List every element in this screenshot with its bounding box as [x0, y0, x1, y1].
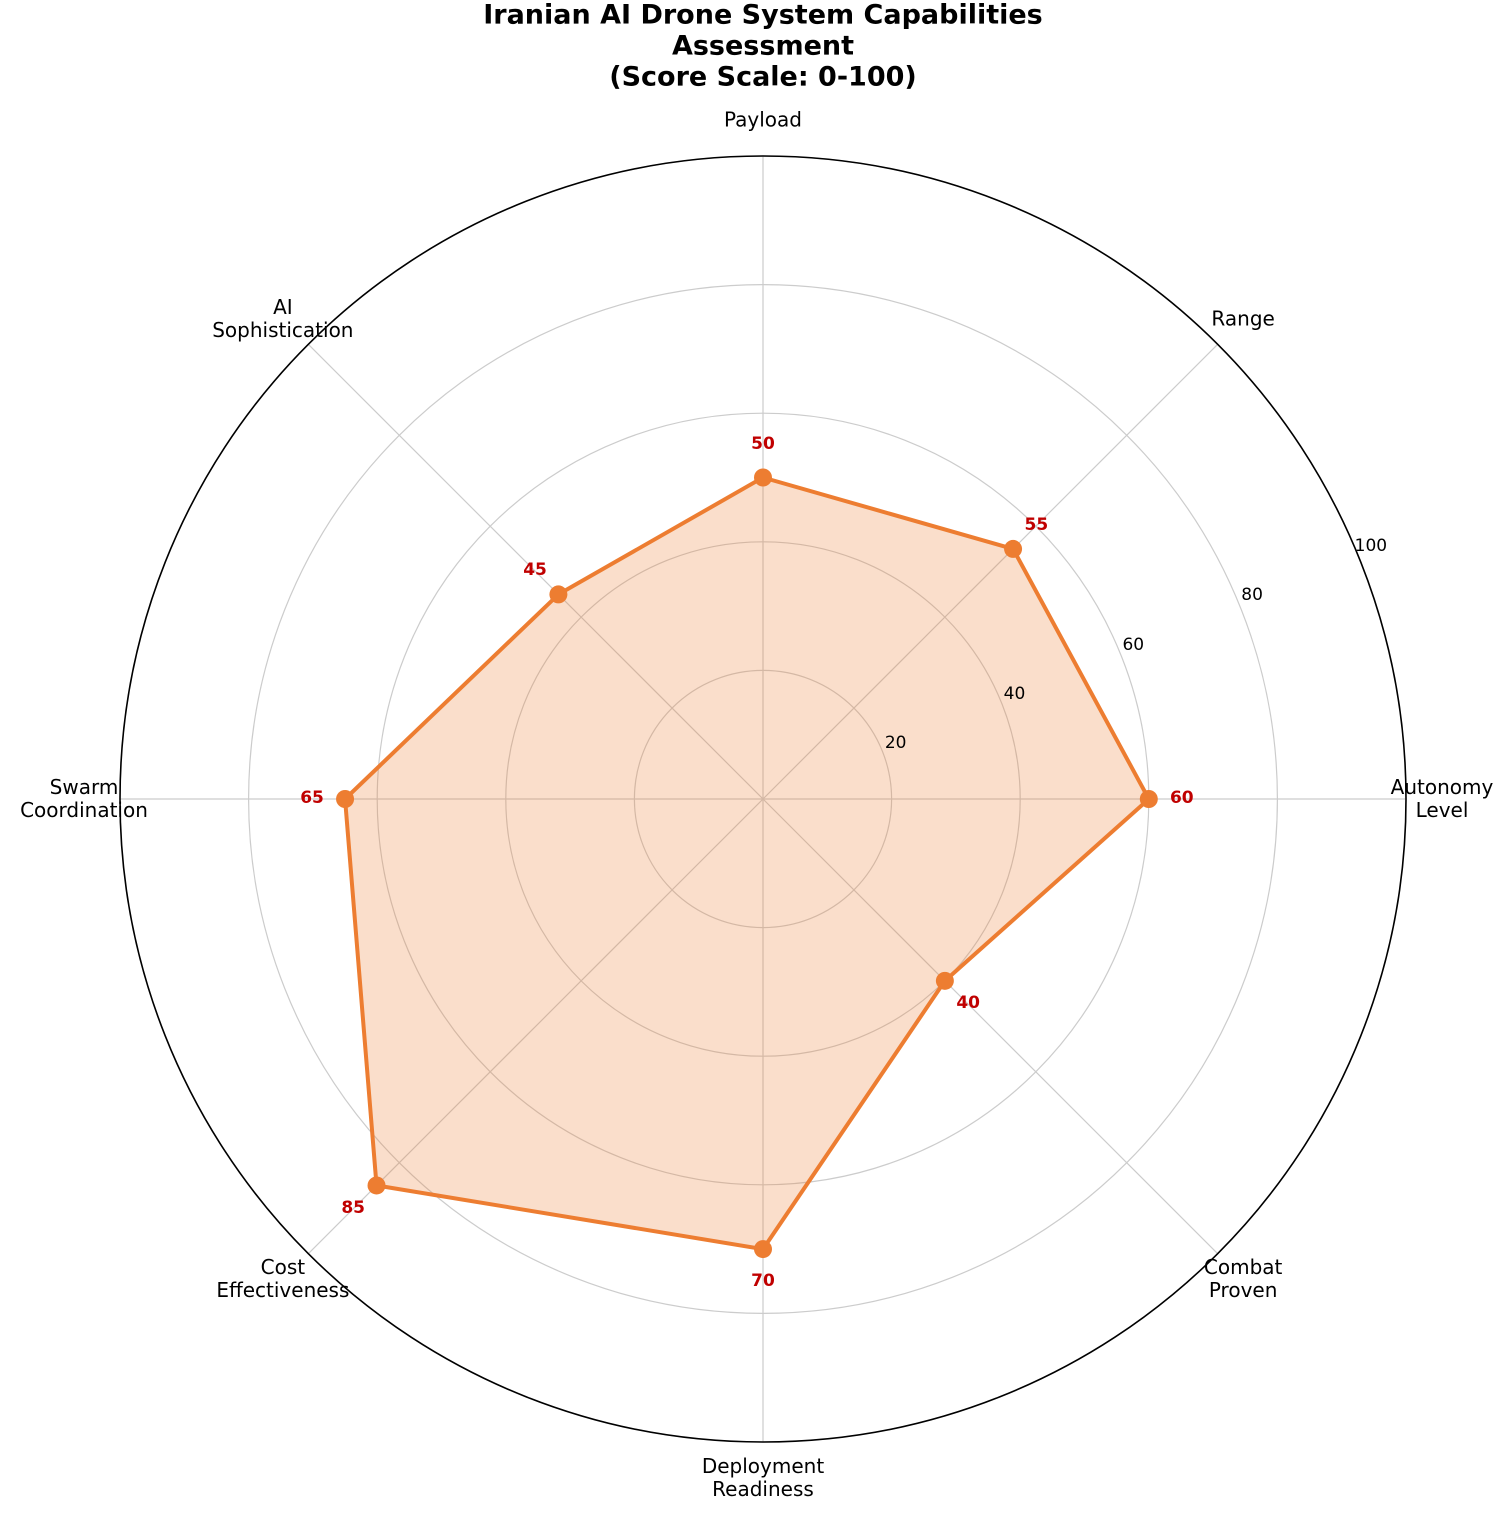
- marker: [935, 971, 954, 990]
- marker: [367, 1176, 386, 1195]
- r-tick-label: 80: [1241, 585, 1263, 606]
- chart-title: Iranian AI Drone System Capabilities Ass…: [483, 0, 1043, 93]
- value-label: 65: [300, 788, 324, 809]
- category-label: Range: [1211, 306, 1275, 331]
- value-label: 55: [1024, 514, 1049, 535]
- category-label: Cost Effectiveness: [216, 1255, 350, 1303]
- category-label: AI Sophistication: [212, 294, 354, 342]
- value-label: 40: [956, 993, 981, 1014]
- marker: [754, 1240, 772, 1259]
- r-tick-label: 60: [1122, 634, 1145, 655]
- marker: [336, 790, 355, 808]
- value-label: 85: [341, 1198, 366, 1219]
- marker: [754, 468, 772, 487]
- spoke: [762, 798, 1219, 1255]
- spoke: [762, 343, 1219, 800]
- area: [345, 477, 1149, 1250]
- r-tick-label: 40: [1003, 684, 1026, 705]
- marker: [1139, 790, 1158, 808]
- category-label: Combat Proven: [1203, 1255, 1283, 1303]
- marker: [1004, 539, 1023, 558]
- category-label: Autonomy Level: [1390, 775, 1494, 822]
- outer-frame: [119, 155, 1407, 1443]
- category-label: Swarm Coordination: [20, 775, 148, 822]
- marker: [549, 585, 568, 604]
- value-label: 50: [751, 433, 775, 454]
- spoke: [307, 798, 764, 1255]
- category-label: Payload: [724, 107, 802, 132]
- spoke: [307, 343, 764, 800]
- category-label: Deployment Readiness: [701, 1454, 825, 1501]
- value-label: 60: [1169, 788, 1194, 809]
- value-label: 70: [751, 1271, 775, 1292]
- r-tick-label: 100: [1354, 536, 1388, 557]
- value-label: 45: [523, 560, 547, 581]
- r-tick-label: 20: [884, 733, 907, 754]
